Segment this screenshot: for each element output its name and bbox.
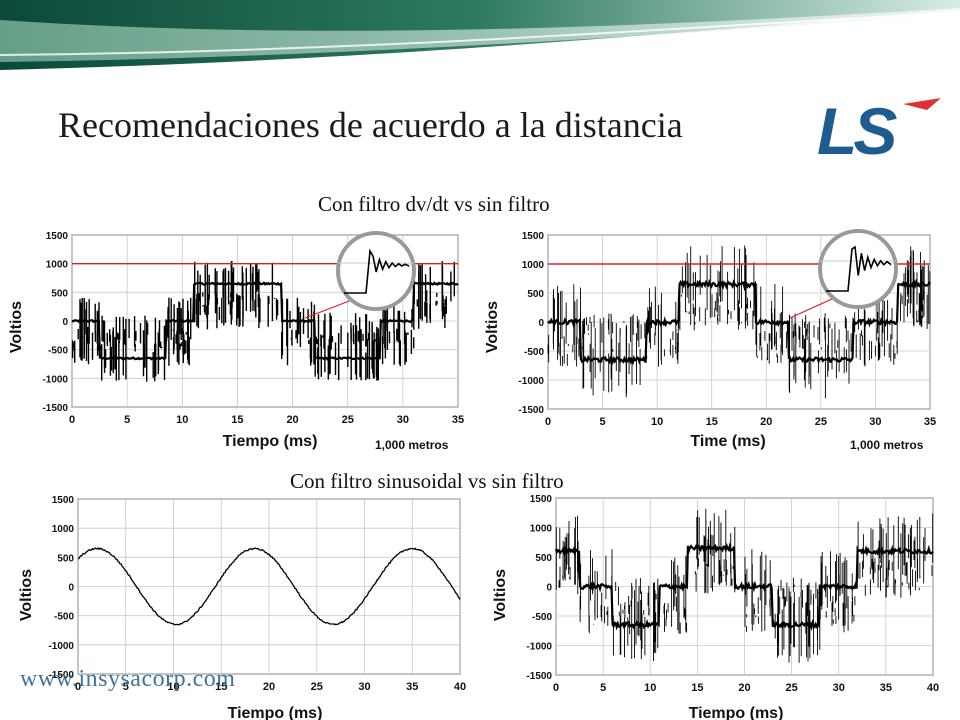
chart4-ytick-label: 0 bbox=[546, 583, 552, 594]
chart2-xtick-label: 15 bbox=[706, 416, 718, 428]
section-subtitle-sine: Con filtro sinusoidal vs sin filtro bbox=[290, 469, 564, 493]
chart2-ytick-label: 1500 bbox=[522, 231, 545, 242]
chart1-inset-pointer bbox=[304, 298, 354, 319]
chart1-xtick-label: 10 bbox=[176, 414, 188, 426]
chart2-inset-trace bbox=[826, 245, 892, 292]
chart-sine-filtered: 0 5 10 15 20 25 30 35 40 1500 1000 500 0 -500 -1000 -15… bbox=[18, 495, 466, 720]
chart4-ytick-label: 500 bbox=[535, 553, 552, 564]
chart4-xtick-label: 40 bbox=[927, 682, 939, 694]
chart1-xlabel: Tiempo (ms) bbox=[223, 433, 318, 450]
chart4-ylabel: Voltios bbox=[492, 569, 509, 621]
chart1-ytick-label: -1500 bbox=[42, 403, 68, 414]
chart3-ytick-label: 1500 bbox=[52, 495, 75, 506]
chart3-ytick-label: -1000 bbox=[48, 641, 74, 652]
chart1-ytick-label: 1500 bbox=[46, 231, 69, 242]
page-title: Recomendaciones de acuerdo a la distanci… bbox=[58, 105, 683, 145]
chart1-xtick-label: 25 bbox=[342, 414, 354, 426]
chart3-ylabel: Voltios bbox=[18, 569, 35, 621]
chart3-ytick-label: 0 bbox=[68, 583, 74, 594]
chart4-xlabel: Tiempo (ms) bbox=[689, 705, 784, 720]
chart1-annotation: 1,000 metros bbox=[375, 438, 449, 452]
chart3-xtick-label: 10 bbox=[167, 681, 179, 693]
chart4-xtick-label: 25 bbox=[786, 682, 798, 694]
chart1-series-spikes bbox=[71, 261, 455, 382]
chart1-ylabel: Voltios bbox=[8, 301, 25, 353]
chart2-annotation: 1,000 metros bbox=[850, 438, 924, 452]
chart3-ytick-label: -500 bbox=[54, 612, 74, 623]
chart1-xtick-label: 15 bbox=[231, 414, 243, 426]
chart1-ytick-label: 0 bbox=[62, 317, 68, 328]
chart4-ytick-label: -500 bbox=[532, 612, 552, 623]
chart2-ytick-label: -1500 bbox=[518, 405, 544, 416]
chart3-xtick-label: 0 bbox=[75, 681, 81, 693]
chart2-ytick-label: -1000 bbox=[518, 376, 544, 387]
chart2-inset-pointer bbox=[789, 296, 836, 319]
chart2-series-spikes bbox=[547, 245, 931, 399]
chart2-xtick-label: 0 bbox=[545, 416, 551, 428]
chart2-ytick-label: 500 bbox=[527, 289, 544, 300]
chart4-xtick-label: 5 bbox=[600, 682, 606, 694]
chart4-xtick-label: 0 bbox=[553, 682, 559, 694]
chart3-xtick-label: 5 bbox=[123, 681, 129, 693]
chart1-xtick-label: 0 bbox=[69, 414, 75, 426]
chart1-xtick-label: 20 bbox=[286, 414, 298, 426]
chart3-ytick-label: 500 bbox=[57, 553, 74, 564]
chart3-xlabel: Tiempo (ms) bbox=[228, 705, 323, 720]
chart3-xtick-label: 15 bbox=[215, 681, 227, 693]
chart3-xtick-label: 25 bbox=[311, 681, 323, 693]
chart4-xtick-label: 30 bbox=[833, 682, 845, 694]
chart4-ytick-label: 1500 bbox=[530, 494, 553, 505]
chart2-ylabel: Voltios bbox=[484, 301, 501, 353]
section-subtitle-dvdt: Con filtro dv/dt vs sin filtro bbox=[318, 192, 550, 216]
chart4-ytick-label: -1000 bbox=[526, 642, 552, 653]
chart1-xtick-label: 5 bbox=[124, 414, 130, 426]
chart2-ytick-label: 1000 bbox=[522, 260, 545, 271]
chart3-xtick-label: 20 bbox=[263, 681, 275, 693]
chart1-ytick-label: 1000 bbox=[46, 260, 69, 271]
chart4-xtick-label: 35 bbox=[880, 682, 892, 694]
chart4-xtick-label: 15 bbox=[691, 682, 703, 694]
chart-sine-unfiltered: 0 5 10 15 20 25 30 35 40 1500 1000 500 0 -500 -1000 -15… bbox=[492, 494, 939, 720]
ls-logo: LS bbox=[817, 96, 941, 160]
chart1-ytick-label: 500 bbox=[51, 288, 68, 299]
chart2-ytick-label: 0 bbox=[538, 318, 544, 329]
chart3-xtick-label: 35 bbox=[406, 681, 418, 693]
chart2-ytick-label: -500 bbox=[524, 347, 544, 358]
chart3-series-line bbox=[77, 547, 461, 626]
chart3-xtick-label: 30 bbox=[358, 681, 370, 693]
chart1-xtick-label: 35 bbox=[452, 414, 464, 426]
chart1-ytick-label: -500 bbox=[48, 346, 68, 357]
chart4-xtick-label: 10 bbox=[644, 682, 656, 694]
chart3-xtick-label: 40 bbox=[454, 681, 466, 693]
chart4-series-baseline bbox=[554, 542, 934, 632]
chart4-series-spikes bbox=[555, 508, 934, 663]
chart2-xtick-label: 20 bbox=[760, 416, 772, 428]
chart2-xtick-label: 30 bbox=[869, 416, 881, 428]
chart3-ytick-label: 1000 bbox=[52, 524, 75, 535]
chart2-xlabel: Time (ms) bbox=[690, 433, 765, 450]
chart-dvdt-filtered: 0 5 10 15 20 25 30 35 1500 1000 500 0 -500 -1000 -1500… bbox=[8, 231, 464, 452]
chart4-ytick-label: -1500 bbox=[526, 671, 552, 682]
chart2-xtick-label: 35 bbox=[924, 416, 936, 428]
chart4-ytick-label: 1000 bbox=[530, 524, 553, 535]
chart2-xtick-label: 25 bbox=[815, 416, 827, 428]
chart2-xtick-label: 10 bbox=[651, 416, 663, 428]
header-banner bbox=[0, 0, 960, 75]
chart1-ytick-label: -1000 bbox=[42, 374, 68, 385]
logo-text: LS bbox=[817, 96, 897, 160]
chart4-xtick-label: 20 bbox=[738, 682, 750, 694]
chart-dvdt-unfiltered: 0 5 10 15 20 25 30 35 1500 1000 500 0 -500 -1000 -1500… bbox=[484, 229, 936, 452]
footer-url[interactable]: www.insysacorp.com bbox=[20, 666, 236, 692]
chart2-xtick-label: 5 bbox=[600, 416, 606, 428]
chart1-xtick-label: 30 bbox=[397, 414, 409, 426]
chart1-inset-trace bbox=[344, 248, 410, 294]
chart3-ytick-label: -1500 bbox=[48, 670, 74, 681]
